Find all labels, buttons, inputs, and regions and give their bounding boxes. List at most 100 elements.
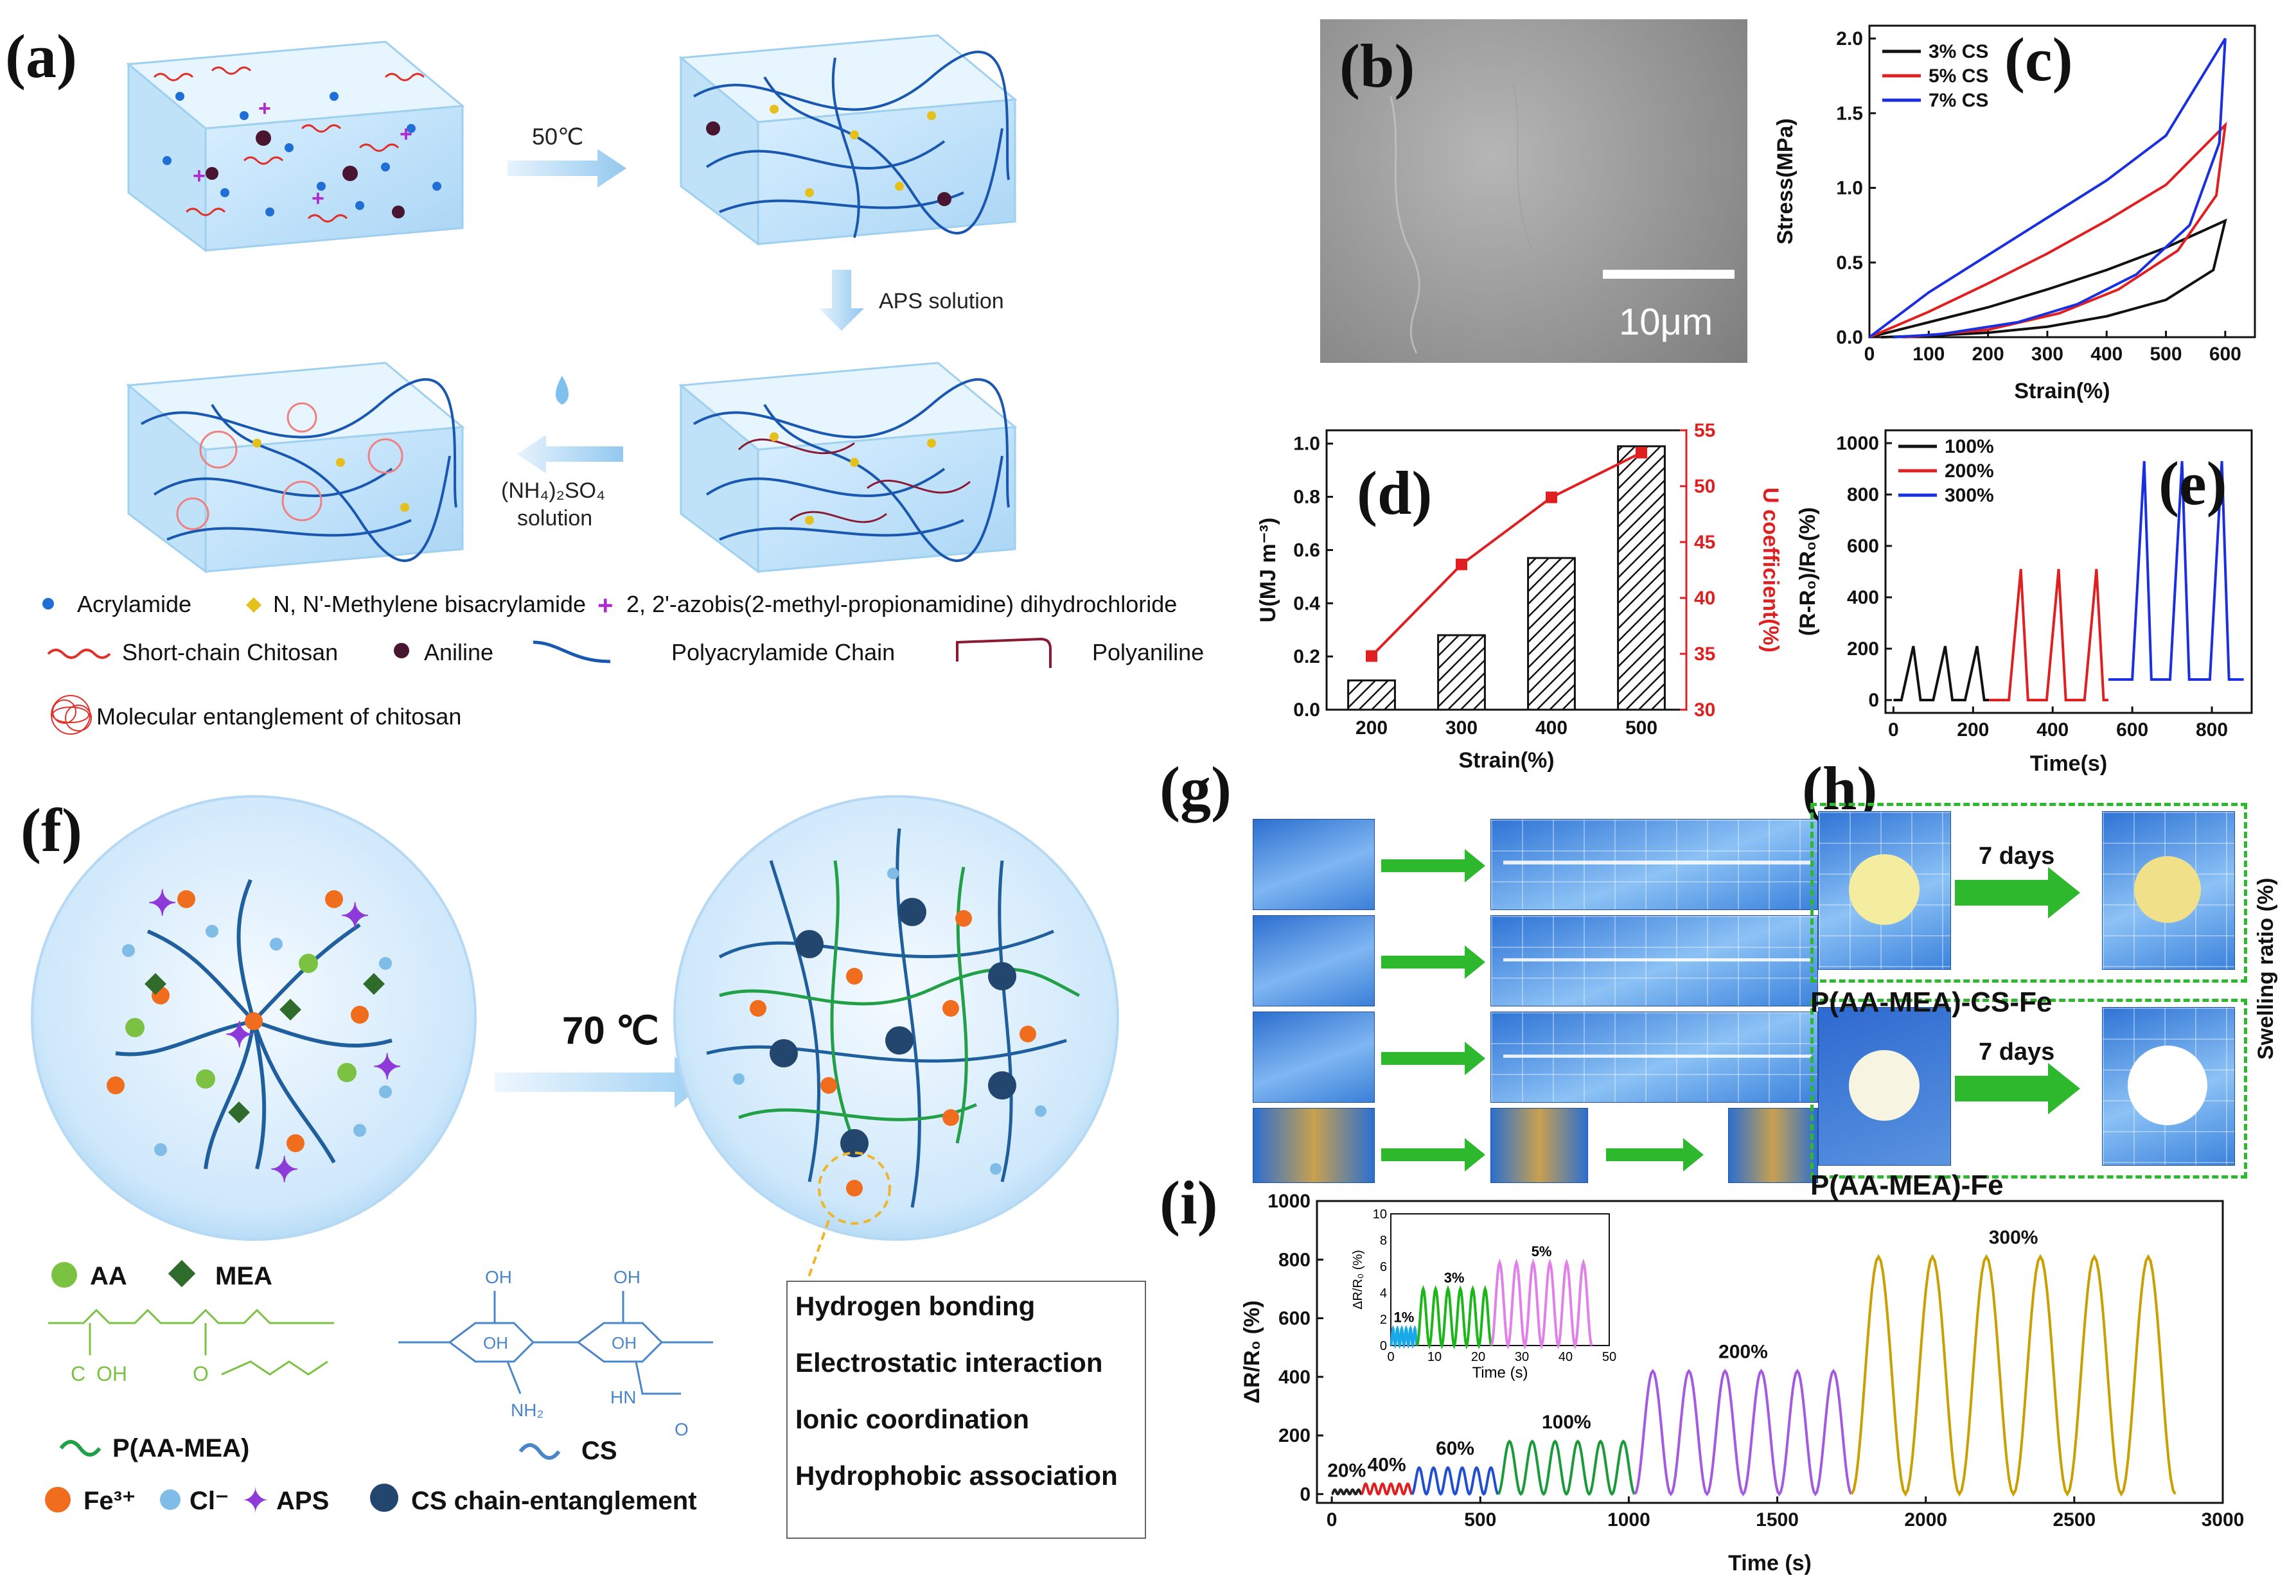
panel-label-b: (b) [1339, 31, 1415, 100]
chart-i-label-0: 20% [1327, 1460, 1366, 1481]
inset-xtick-label: 40 [1559, 1350, 1573, 1364]
chart-i-ylabel: ΔR/R₀ (%) [1240, 1301, 1264, 1404]
chart-e-ytick-label: 0 [1868, 690, 1879, 711]
legend-p-aa-mea: P(AA-MEA) [112, 1434, 249, 1462]
sphere-precursor: ✦ ✦ ✦ ✦ ✦ [31, 795, 477, 1241]
inset-xtick-label: 20 [1471, 1350, 1485, 1364]
chart-i-series-4 [1634, 1369, 1853, 1496]
struct-o-ester: O [193, 1362, 209, 1385]
droplet-icon [556, 376, 569, 405]
inset-ytick-label: 4 [1380, 1286, 1387, 1301]
svg-text:✦: ✦ [373, 1048, 402, 1087]
inset-ytick-label: 8 [1380, 1234, 1387, 1248]
legend-mea: MEA [215, 1262, 272, 1290]
h-side-label: Swelling ratio (%) [2254, 878, 2278, 1060]
panel-a-legend: Acrylamide N, N'-Methylene bisacrylamide… [42, 590, 1204, 735]
arrow-salt [517, 435, 623, 473]
panel-label-i: (i) [1160, 1168, 1218, 1237]
chart-i-xtick-label: 3000 [2202, 1509, 2245, 1530]
legend-mba: N, N'-Methylene bisacrylamide [273, 591, 586, 617]
p-aa-mea-chain-icon [59, 1440, 102, 1457]
hydrogel-box-final [126, 362, 465, 574]
arrow-heat-f [495, 1057, 707, 1108]
inset-ytick-label: 0 [1380, 1339, 1387, 1353]
step-salt-label-1: (NH₄)₂SO₄ [501, 478, 605, 503]
inset-xtick-label: 50 [1602, 1350, 1616, 1364]
chart-i-series-1 [1361, 1482, 1413, 1496]
inset-label-2: 5% [1532, 1243, 1552, 1259]
chart-d-y2tick-label: 55 [1694, 420, 1715, 441]
p-aa-mea-structure [48, 1308, 334, 1355]
chart-e-ytick-label: 200 [1847, 638, 1879, 660]
chart-d-ytick-label: 0.0 [1293, 699, 1320, 721]
panel-h-overlay: 7 days 7 days P(AA-MEA)-CS-Fe P(AA-MEA)-… [1810, 843, 2278, 1201]
sem-texture [1390, 83, 1735, 354]
chart-d-ylabel: U(MJ m⁻³) [1256, 518, 1280, 622]
chart-i-ytick-label: 800 [1278, 1249, 1311, 1270]
chart-d-ytick-label: 0.8 [1293, 487, 1320, 508]
mechanism-ionic: Ionic coordination [795, 1404, 1029, 1434]
legend-initiator: 2, 2'-azobis(2-methyl-propionamidine) di… [626, 591, 1177, 617]
chart-i: 0 500 1000 1500 2000 2500 30000200400600800100… [1240, 1191, 2245, 1575]
mechanism-hydrophobic: Hydrophobic association [795, 1460, 1118, 1491]
chart-i-ytick-label: 400 [1278, 1367, 1311, 1388]
arrow-heat [508, 149, 626, 188]
inset-ytick-label: 2 [1380, 1313, 1387, 1327]
inset-ylabel: ΔR/R₀ (%) [1351, 1250, 1365, 1310]
chart-i-label-1: 40% [1368, 1454, 1406, 1475]
chart-i-ytick-label: 600 [1278, 1308, 1311, 1329]
chart-e-legend-0: 100% [1945, 436, 1994, 457]
chart-d-xtick-label: 500 [1625, 717, 1657, 739]
temperature-label: 70 ℃ [562, 1009, 659, 1052]
chart-d: 0.0 0.2 0.4 0.6 0.8 1.0 200 300 400 500 30 35 40 45 50… [1256, 420, 1783, 773]
legend-chitosan: Short-chain Chitosan [122, 639, 338, 665]
hydrogel-box-pam [678, 34, 1018, 246]
chart-d-line-marker [1366, 650, 1377, 662]
inset-xtick-label: 0 [1387, 1350, 1394, 1364]
sample-g-2b [1503, 958, 1812, 961]
svg-text:+: + [400, 122, 412, 146]
chart-d-line-marker [1546, 491, 1557, 504]
disk-fe-after [2128, 1046, 2207, 1125]
chart-d-xtick-label: 200 [1356, 717, 1388, 739]
chart-c-ytick-label: 0.5 [1836, 252, 1863, 274]
step-salt-label-2: solution [517, 506, 592, 531]
chart-i-label-3: 100% [1542, 1412, 1591, 1433]
chart-c-series-1 [1869, 121, 2227, 338]
legend-aniline: Aniline [424, 639, 493, 665]
inset-series-1 [1415, 1285, 1493, 1349]
step-aps-label: APS solution [879, 289, 1004, 313]
chart-e-series-0 [1893, 645, 1990, 701]
sem-image: 10μm [1320, 19, 1747, 363]
chart-e-ylabel: (R-R₀)/R₀(%) [1796, 507, 1820, 636]
chart-d-ytick-label: 0.2 [1293, 646, 1320, 667]
chart-e-legend-1: 200% [1945, 460, 1994, 482]
entanglement-icon [51, 695, 92, 735]
chart-d-xtick-label: 400 [1535, 717, 1567, 739]
panel-f-legend: AA MEA C OH O P(AA-MEA) OH OH OH OH NH₂ … [45, 1259, 713, 1520]
cs-chain-icon [518, 1443, 561, 1460]
legend-acrylamide: Acrylamide [77, 591, 191, 617]
panel-label-f: (f) [21, 796, 82, 864]
inset-series-0 [1390, 1325, 1418, 1349]
panel-label-g: (g) [1160, 754, 1232, 823]
svg-text:+: + [193, 164, 206, 188]
svg-text:✦: ✦ [340, 897, 369, 936]
chart-d-y2tick-label: 30 [1694, 699, 1715, 721]
chart-i-series-2 [1411, 1466, 1499, 1496]
photo-g-2a [1253, 915, 1375, 1006]
chart-e-legend-2: 300% [1945, 485, 1994, 506]
struct-oh1: OH [485, 1267, 512, 1287]
arrow-h-top [1955, 867, 2080, 918]
chart-e-series-1 [1989, 568, 2108, 701]
struct-nh2: NH₂ [511, 1400, 543, 1420]
h-days-bottom: 7 days [1979, 1039, 2054, 1065]
h-caption-top: P(AA-MEA)-CS-Fe [1810, 987, 2052, 1018]
chart-i-xlabel: Time (s) [1728, 1551, 1812, 1575]
legend-cs-entangle: CS chain-entanglement [411, 1487, 697, 1515]
chart-i-xtick-label: 1000 [1607, 1509, 1650, 1530]
chart-c-xtick-label: 100 [1912, 344, 1945, 365]
chart-c-xtick-label: 0 [1864, 344, 1875, 365]
chart-e-ytick-label: 800 [1847, 484, 1879, 505]
panel-label-a: (a) [5, 22, 77, 91]
